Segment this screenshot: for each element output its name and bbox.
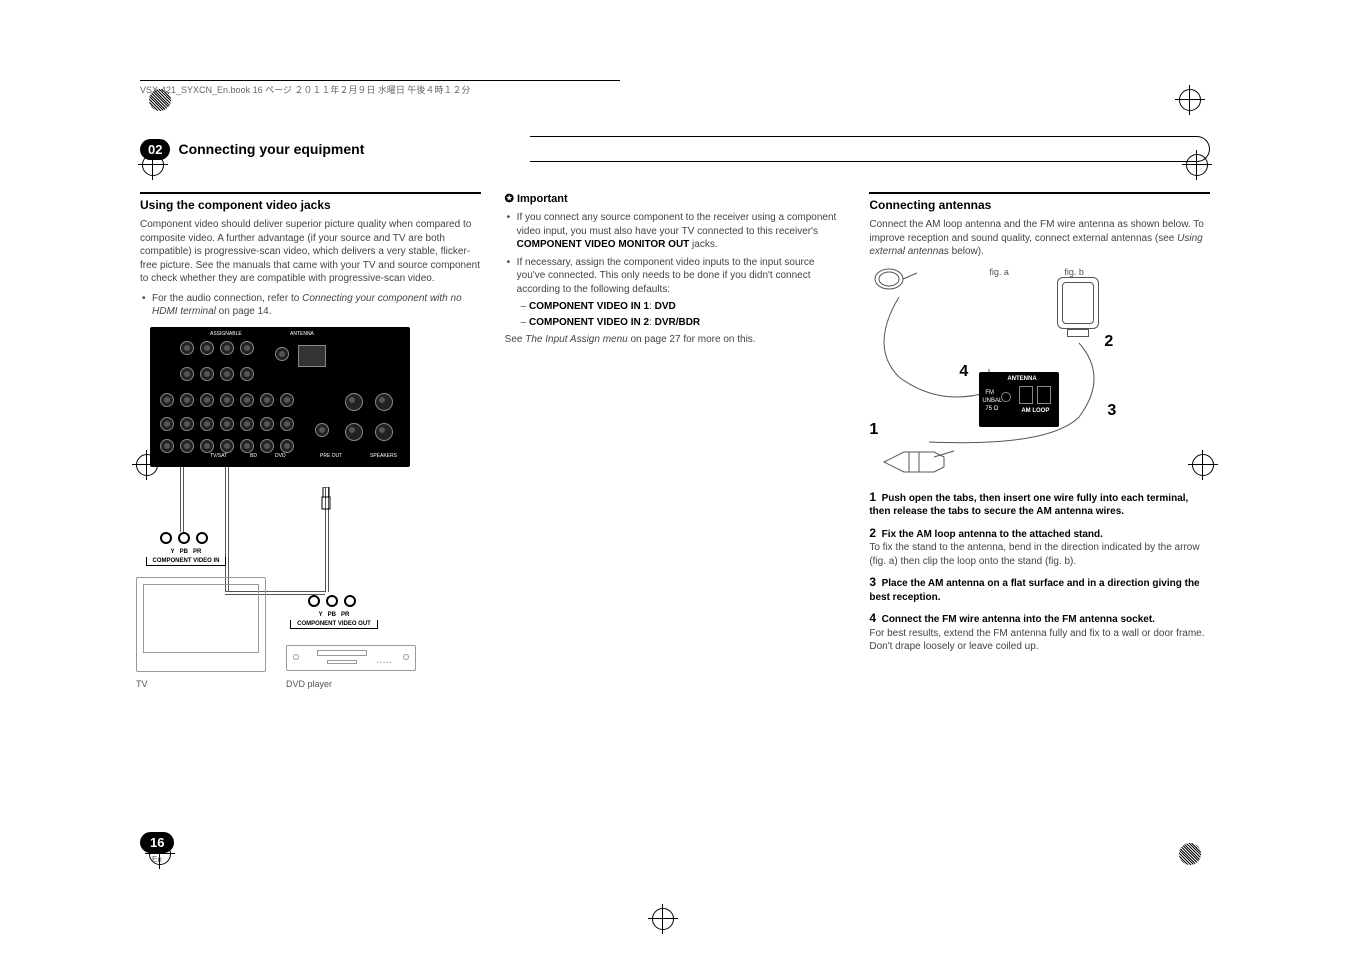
connector-group-label: COMPONENT VIDEO IN <box>146 557 226 566</box>
bullet-item: If necessary, assign the component video… <box>505 256 846 297</box>
reference: The Input Assign menu <box>525 334 627 345</box>
connection-diagram: ASSIGNABLE ANTENNA PRE OUT SPEAKERS BD D… <box>140 327 481 707</box>
chapter-number: 02 <box>140 139 170 160</box>
panel-label: ANTENNA <box>290 331 314 337</box>
bullet-text: jacks. <box>689 239 717 250</box>
receiver-panel: ASSIGNABLE ANTENNA PRE OUT SPEAKERS BD D… <box>150 327 410 467</box>
bullet-text: on page 14. <box>216 306 272 317</box>
step-4: 4 Connect the FM wire antenna into the F… <box>869 610 1210 654</box>
panel-label: PRE OUT <box>320 453 342 459</box>
chapter-rule <box>530 136 1210 162</box>
panel-label: BD <box>250 453 257 459</box>
connector-closeup-icon <box>879 437 959 477</box>
callout-number: 3 <box>1107 402 1116 420</box>
crop-mark <box>1175 839 1205 869</box>
page-number: 16 <box>140 832 174 853</box>
connector-group-label: COMPONENT VIDEO OUT <box>290 620 378 629</box>
default-item: – COMPONENT VIDEO IN 2: DVR/BDR <box>505 316 846 330</box>
panel-label: DVD <box>275 453 286 459</box>
callout-number: 4 <box>959 363 968 381</box>
default-item: – COMPONENT VIDEO IN 1: DVD <box>505 300 846 314</box>
page-lang: En <box>152 855 174 864</box>
connector-label: Y PB PR <box>158 549 214 555</box>
panel-label: SPEAKERS <box>370 453 397 459</box>
antenna-terminal: ANTENNA FM UNBAL 75 Ω AM LOOP <box>979 372 1059 427</box>
bullet-text: For the audio connection, refer to <box>152 293 302 304</box>
paragraph: Component video should deliver superior … <box>140 218 481 286</box>
column-3: Connecting antennas Connect the AM loop … <box>869 192 1210 707</box>
fig-label: fig. b <box>1064 267 1084 277</box>
section-heading: Using the component video jacks <box>140 192 481 212</box>
page-number-block: 16 En <box>140 832 174 864</box>
paragraph: Connect the AM loop antenna and the FM w… <box>869 218 1210 259</box>
rca-connectors <box>160 532 208 544</box>
step-3: 3 Place the AM antenna on a flat surface… <box>869 574 1210 604</box>
plug-icon <box>316 487 336 517</box>
panel-label: ASSIGNABLE <box>210 331 242 337</box>
important-heading: Important <box>505 192 846 205</box>
panel-label: TV/SAT <box>210 453 227 459</box>
device-label: TV <box>136 679 148 689</box>
connector-label: Y PB PR <box>306 612 362 618</box>
chapter-title: Connecting your equipment <box>178 141 534 157</box>
dvd-device: • • • • • <box>286 645 416 671</box>
file-header: VSX-421_SYXCN_En.book 16 ページ ２０１１年２月９日 水… <box>140 80 620 96</box>
bold-text: COMPONENT VIDEO MONITOR OUT <box>517 239 690 250</box>
page-content: VSX-421_SYXCN_En.book 16 ページ ２０１１年２月９日 水… <box>140 80 1210 840</box>
step-2: 2 Fix the AM loop antenna to the attache… <box>869 525 1210 569</box>
device-label: DVD player <box>286 679 332 689</box>
column-1: Using the component video jacks Componen… <box>140 192 481 707</box>
chapter-header: 02 Connecting your equipment <box>140 136 1210 162</box>
fig-label: fig. a <box>989 267 1009 277</box>
antenna-diagram: fig. a fig. b <box>869 267 1210 477</box>
tv-device <box>136 577 266 672</box>
callout-number: 2 <box>1104 333 1113 351</box>
step-1: 1 Push open the tabs, then insert one wi… <box>869 489 1210 519</box>
column-2: Important If you connect any source comp… <box>505 192 846 707</box>
paragraph: See The Input Assign menu on page 27 for… <box>505 333 846 347</box>
bullet-item: If you connect any source component to t… <box>505 211 846 252</box>
bullet-text: If you connect any source component to t… <box>517 212 837 237</box>
bullet-item: For the audio connection, refer to Conne… <box>140 292 481 319</box>
crop-mark <box>648 904 678 934</box>
callout-number: 1 <box>869 421 878 439</box>
rca-connectors <box>308 595 356 607</box>
section-heading: Connecting antennas <box>869 192 1210 212</box>
